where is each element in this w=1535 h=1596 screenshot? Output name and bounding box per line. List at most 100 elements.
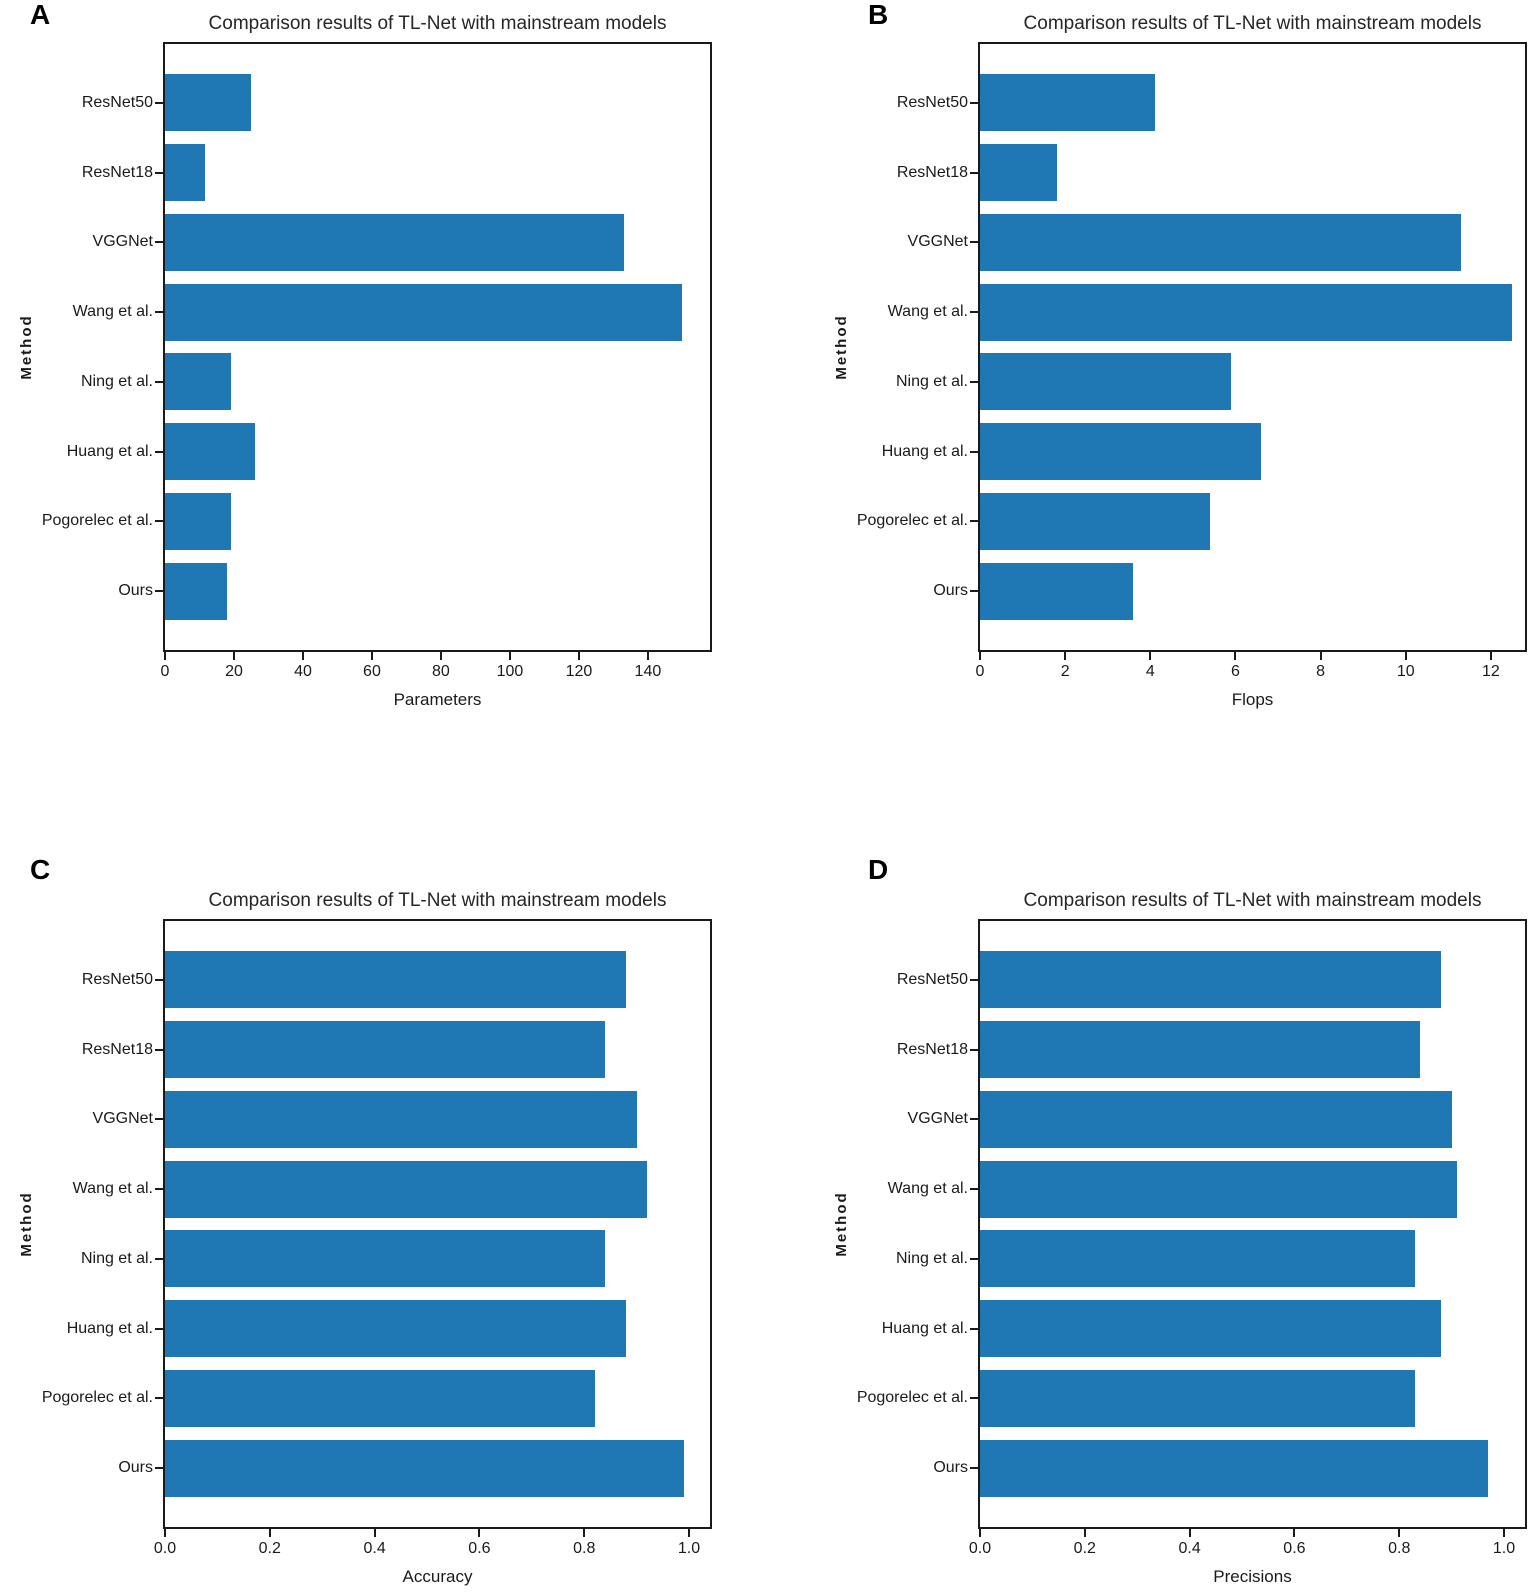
bar-resnet50: [165, 74, 251, 132]
y-tick-mark: [970, 101, 978, 104]
y-axis-label: Method: [18, 1191, 35, 1257]
bar-ning-et-al: [165, 353, 231, 411]
x-axis-label: Precisions: [1213, 1567, 1292, 1586]
bar-vggnet: [980, 213, 1461, 271]
y-tick-label: Wang et al.: [72, 303, 153, 321]
y-tick-label: Huang et al.: [66, 442, 153, 460]
y-tick-label: Ours: [933, 582, 968, 600]
panel-b: B Comparison results of TL-Net with main…: [770, 0, 1535, 770]
y-tick-mark: [970, 1467, 978, 1470]
x-tick-mark: [478, 1529, 481, 1537]
y-axis-label: Method: [833, 1191, 850, 1257]
chart-title: Comparison results of TL-Net with mainst…: [1023, 890, 1482, 911]
bar-resnet18: [980, 144, 1057, 202]
bar-pogorelec-et-al: [980, 492, 1210, 550]
x-tick-label: 0.6: [468, 1540, 491, 1557]
y-tick-label: Pogorelec et al.: [41, 512, 153, 530]
bar-huang-et-al: [980, 1300, 1441, 1358]
x-tick-label: 0.4: [363, 1540, 386, 1557]
y-tick-mark: [155, 520, 163, 523]
x-tick-mark: [164, 1529, 166, 1537]
y-tick-label: Huang et al.: [881, 1319, 968, 1337]
y-tick-mark: [970, 450, 978, 453]
x-tick-mark: [301, 652, 304, 660]
bar-ours: [980, 562, 1133, 620]
y-tick-mark: [970, 171, 978, 174]
bar-resnet18: [980, 1021, 1420, 1079]
x-tick-label: 8: [1316, 663, 1326, 680]
x-tick-mark: [979, 1529, 981, 1537]
x-tick-mark: [1319, 652, 1322, 660]
x-axis-label: Flops: [1231, 690, 1274, 709]
y-tick-label: Ours: [933, 1459, 968, 1477]
y-tick-mark: [155, 590, 163, 593]
y-tick-mark: [970, 380, 978, 383]
y-tick-label: Ours: [118, 582, 153, 600]
x-tick-mark: [577, 652, 580, 660]
x-tick-label: 120: [565, 663, 593, 680]
x-tick-label: 60: [363, 663, 381, 680]
y-tick-mark: [970, 520, 978, 523]
panel-d: D Comparison results of TL-Net with main…: [770, 843, 1535, 1596]
x-axis-label: Accuracy: [402, 1567, 473, 1586]
x-tick-mark: [164, 652, 166, 660]
x-tick-label: 80: [432, 663, 450, 680]
panel-a: A Comparison results of TL-Net with main…: [0, 0, 750, 770]
y-tick-mark: [155, 1397, 163, 1400]
x-tick-mark: [1489, 652, 1492, 660]
x-tick-label: 0: [160, 663, 170, 680]
y-tick-label: ResNet50: [81, 93, 153, 111]
x-tick-mark: [1503, 1529, 1506, 1537]
y-tick-mark: [155, 1048, 163, 1051]
y-axis-label: Method: [833, 314, 850, 380]
x-tick-mark: [1404, 652, 1407, 660]
bar-resnet50: [980, 951, 1441, 1009]
x-tick-mark: [1293, 1529, 1296, 1537]
y-tick-label: VGGNet: [92, 1110, 153, 1128]
bar-ning-et-al: [980, 1230, 1415, 1288]
y-tick-label: ResNet50: [81, 970, 153, 988]
bar-pogorelec-et-al: [165, 1369, 595, 1427]
bar-ours: [980, 1439, 1488, 1497]
bar-chart-precisions: Comparison results of TL-Net with mainst…: [833, 877, 1527, 1587]
y-tick-label: Wang et al.: [887, 303, 968, 321]
x-tick-label: 100: [496, 663, 524, 680]
bar-wang-et-al: [165, 1160, 647, 1218]
x-tick-label: 0.8: [1388, 1540, 1411, 1557]
panel-letter: D: [868, 854, 889, 885]
x-tick-mark: [1234, 652, 1237, 660]
x-tick-mark: [1064, 652, 1067, 660]
plot-area: Method ResNet50 ResNet18 VGGNet Wang et al.…: [18, 919, 712, 1529]
x-tick-label: 0.4: [1178, 1540, 1201, 1557]
bar-wang-et-al: [980, 283, 1512, 341]
bar-resnet50: [980, 74, 1155, 132]
y-tick-mark: [155, 101, 163, 104]
chart-title: Comparison results of TL-Net with mainst…: [208, 890, 667, 911]
y-tick-label: Ning et al.: [895, 1249, 968, 1267]
x-tick-label: 10: [1396, 663, 1415, 680]
x-axis-label: Parameters: [393, 690, 482, 709]
x-tick-label: 0.0: [153, 1540, 177, 1557]
y-tick-label: VGGNet: [907, 233, 968, 251]
y-tick-mark: [155, 311, 163, 314]
x-tick-label: 1.0: [677, 1540, 701, 1557]
y-tick-mark: [970, 311, 978, 314]
bar-vggnet: [165, 213, 624, 271]
x-tick-mark: [232, 652, 235, 660]
x-tick-label: 4: [1145, 663, 1155, 680]
x-tick-label: 140: [634, 663, 662, 680]
y-tick-mark: [970, 1327, 978, 1330]
bar-ning-et-al: [980, 353, 1231, 411]
bar-huang-et-al: [165, 423, 255, 481]
x-axis: 0.0 0.2 0.4 0.6 0.8 1.0: [154, 1529, 710, 1565]
y-tick-mark: [155, 241, 163, 244]
x-tick-label: 20: [225, 663, 243, 680]
bar-pogorelec-et-al: [980, 1369, 1415, 1427]
x-tick-mark: [583, 1529, 586, 1537]
x-tick-mark: [1149, 652, 1152, 660]
y-tick-label: Ning et al.: [80, 1249, 153, 1267]
panel-letter: A: [30, 0, 51, 30]
bar-ours: [165, 1439, 684, 1497]
y-tick-label: ResNet50: [896, 93, 968, 111]
